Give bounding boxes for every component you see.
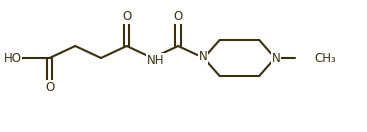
Text: NH: NH <box>146 53 164 67</box>
Text: O: O <box>122 10 131 23</box>
Text: N: N <box>199 51 207 63</box>
Text: CH₃: CH₃ <box>315 51 336 65</box>
Text: N: N <box>272 53 280 65</box>
Text: HO: HO <box>4 51 22 65</box>
Text: O: O <box>174 10 183 23</box>
Text: O: O <box>45 81 54 94</box>
